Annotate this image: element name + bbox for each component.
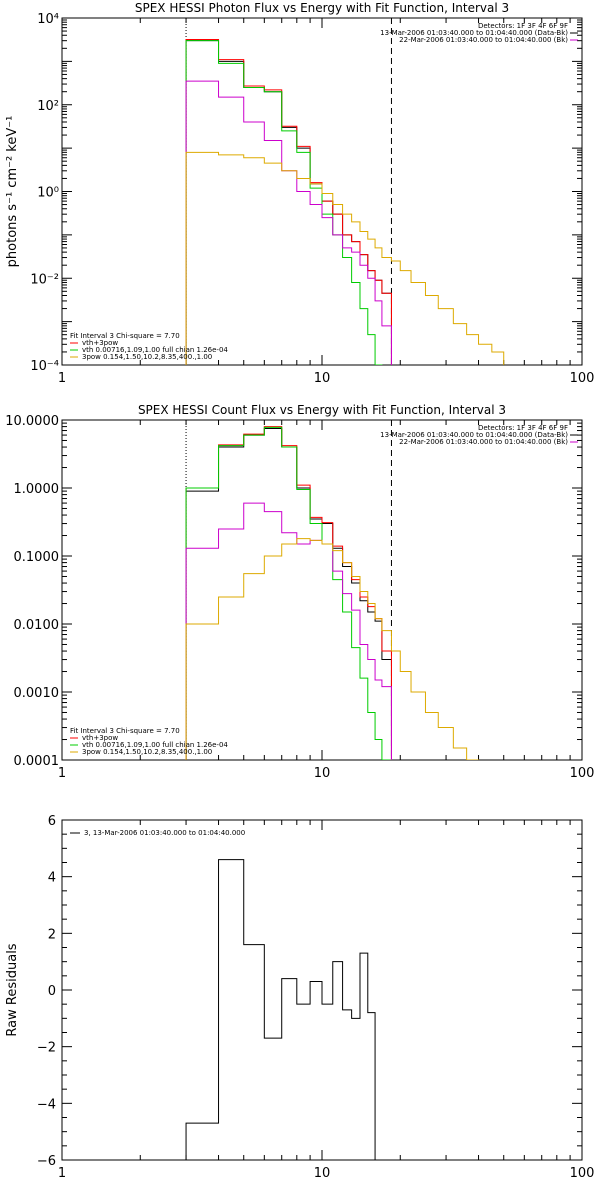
x-tick-label: 100 (570, 1166, 595, 1181)
plot-frame (61, 419, 583, 761)
y-tick-label: 0.0001 (14, 754, 60, 769)
series-line-bk (185, 80, 392, 365)
y-tick-label: 10⁻² (30, 272, 59, 287)
y-tick-label: 1.0000 (14, 482, 60, 497)
y-tick-label: 4 (48, 871, 56, 886)
x-tick-label: 100 (570, 371, 595, 386)
y-tick-label: 0 (48, 984, 56, 999)
legend-text: 3pow 0.154,1.50,10.2,8.35,400.,1.00 (82, 748, 212, 756)
x-tick-label: 1 (58, 1166, 66, 1181)
chart-title: SPEX HESSI Photon Flux vs Energy with Fi… (135, 1, 509, 15)
x-tick-label: 10 (314, 1166, 331, 1181)
y-tick-label: 0.0010 (14, 686, 60, 701)
series-line-vth (185, 426, 392, 760)
series-line-vth (185, 40, 383, 365)
series-line-vth-3pow (185, 38, 392, 365)
y-tick-label: −2 (37, 1041, 56, 1056)
y-tick-label: −4 (37, 1097, 56, 1112)
series-line-3pow (185, 538, 480, 760)
y-tick-label: 10.0000 (5, 414, 59, 429)
legend-text: vth 0.00716,1.09,1.00 full chian 1.26e-0… (82, 741, 228, 749)
series-line-residuals (185, 859, 392, 1160)
x-tick-label: 10 (314, 766, 331, 781)
x-tick-label: 100 (570, 766, 595, 781)
y-tick-label: −6 (37, 1154, 56, 1169)
legend-text: Detectors: 1F 3F 4F 6F 9F (478, 22, 568, 30)
y-axis-label: Raw Residuals (5, 943, 20, 1036)
y-tick-label: 0.0100 (14, 618, 60, 633)
y-tick-label: 6 (48, 814, 56, 829)
series-line-vth-3pow (185, 426, 392, 760)
series-line-data-bk (185, 40, 392, 365)
legend-text: 3pow 0.154,1.50,10.2,8.35,400.,1.00 (82, 353, 212, 361)
legend-text: vth 0.00716,1.09,1.00 full chian 1.26e-0… (82, 346, 228, 354)
series-line-3pow (185, 151, 505, 365)
y-axis-label: photons s⁻¹ cm⁻² keV⁻¹ (5, 116, 20, 268)
y-tick-label: 10⁻⁴ (30, 359, 59, 374)
series-group (185, 859, 392, 1160)
y-tick-label: 10⁴ (37, 12, 59, 27)
legend-text: Fit Interval 3 Chi-square = 7.70 (70, 332, 180, 340)
legend-text: vth+3pow (82, 339, 118, 347)
y-tick-label: 10² (37, 99, 59, 114)
y-tick-label: 2 (48, 927, 56, 942)
series-line-bk (185, 502, 392, 760)
legend-text: Detectors: 1F 3F 4F 6F 9F (478, 424, 568, 432)
legend-text: vth+3pow (82, 734, 118, 742)
legend-text: 13-Mar-2006 01:03:40.000 to 01:04:40.000… (380, 431, 568, 439)
x-tick-label: 1 (58, 371, 66, 386)
chart-panel-3: 1 10 100 −6 −4 −2 0 2 4 6 Raw Residuals 3, 13-Mar-2… (5, 814, 594, 1181)
y-tick-label: 0.1000 (14, 550, 60, 565)
series-group (185, 426, 480, 760)
y-tick-label: 10⁰ (37, 186, 59, 201)
legend-text: 22-Mar-2006 01:03:40.000 to 01:04:40.000… (399, 36, 568, 44)
x-tick-label: 1 (58, 766, 66, 781)
chart-panel-2: SPEX HESSI Count Flux vs Energy with Fit… (5, 403, 594, 781)
series-group (185, 38, 505, 365)
chart-title: SPEX HESSI Count Flux vs Energy with Fit… (138, 403, 506, 417)
x-tick-label: 10 (314, 371, 331, 386)
legend-text: Fit Interval 3 Chi-square = 7.70 (70, 727, 180, 735)
legend-text: 13-Mar-2006 01:03:40.000 to 01:04:40.000… (380, 29, 568, 37)
series-line-data-bk (185, 427, 392, 760)
legend-text: 22-Mar-2006 01:03:40.000 to 01:04:40.000… (399, 438, 568, 446)
chart-panel-1: SPEX HESSI Photon Flux vs Energy with Fi… (5, 1, 595, 386)
legend-text: 3, 13-Mar-2006 01:03:40.000 to 01:04:40.… (84, 829, 245, 837)
